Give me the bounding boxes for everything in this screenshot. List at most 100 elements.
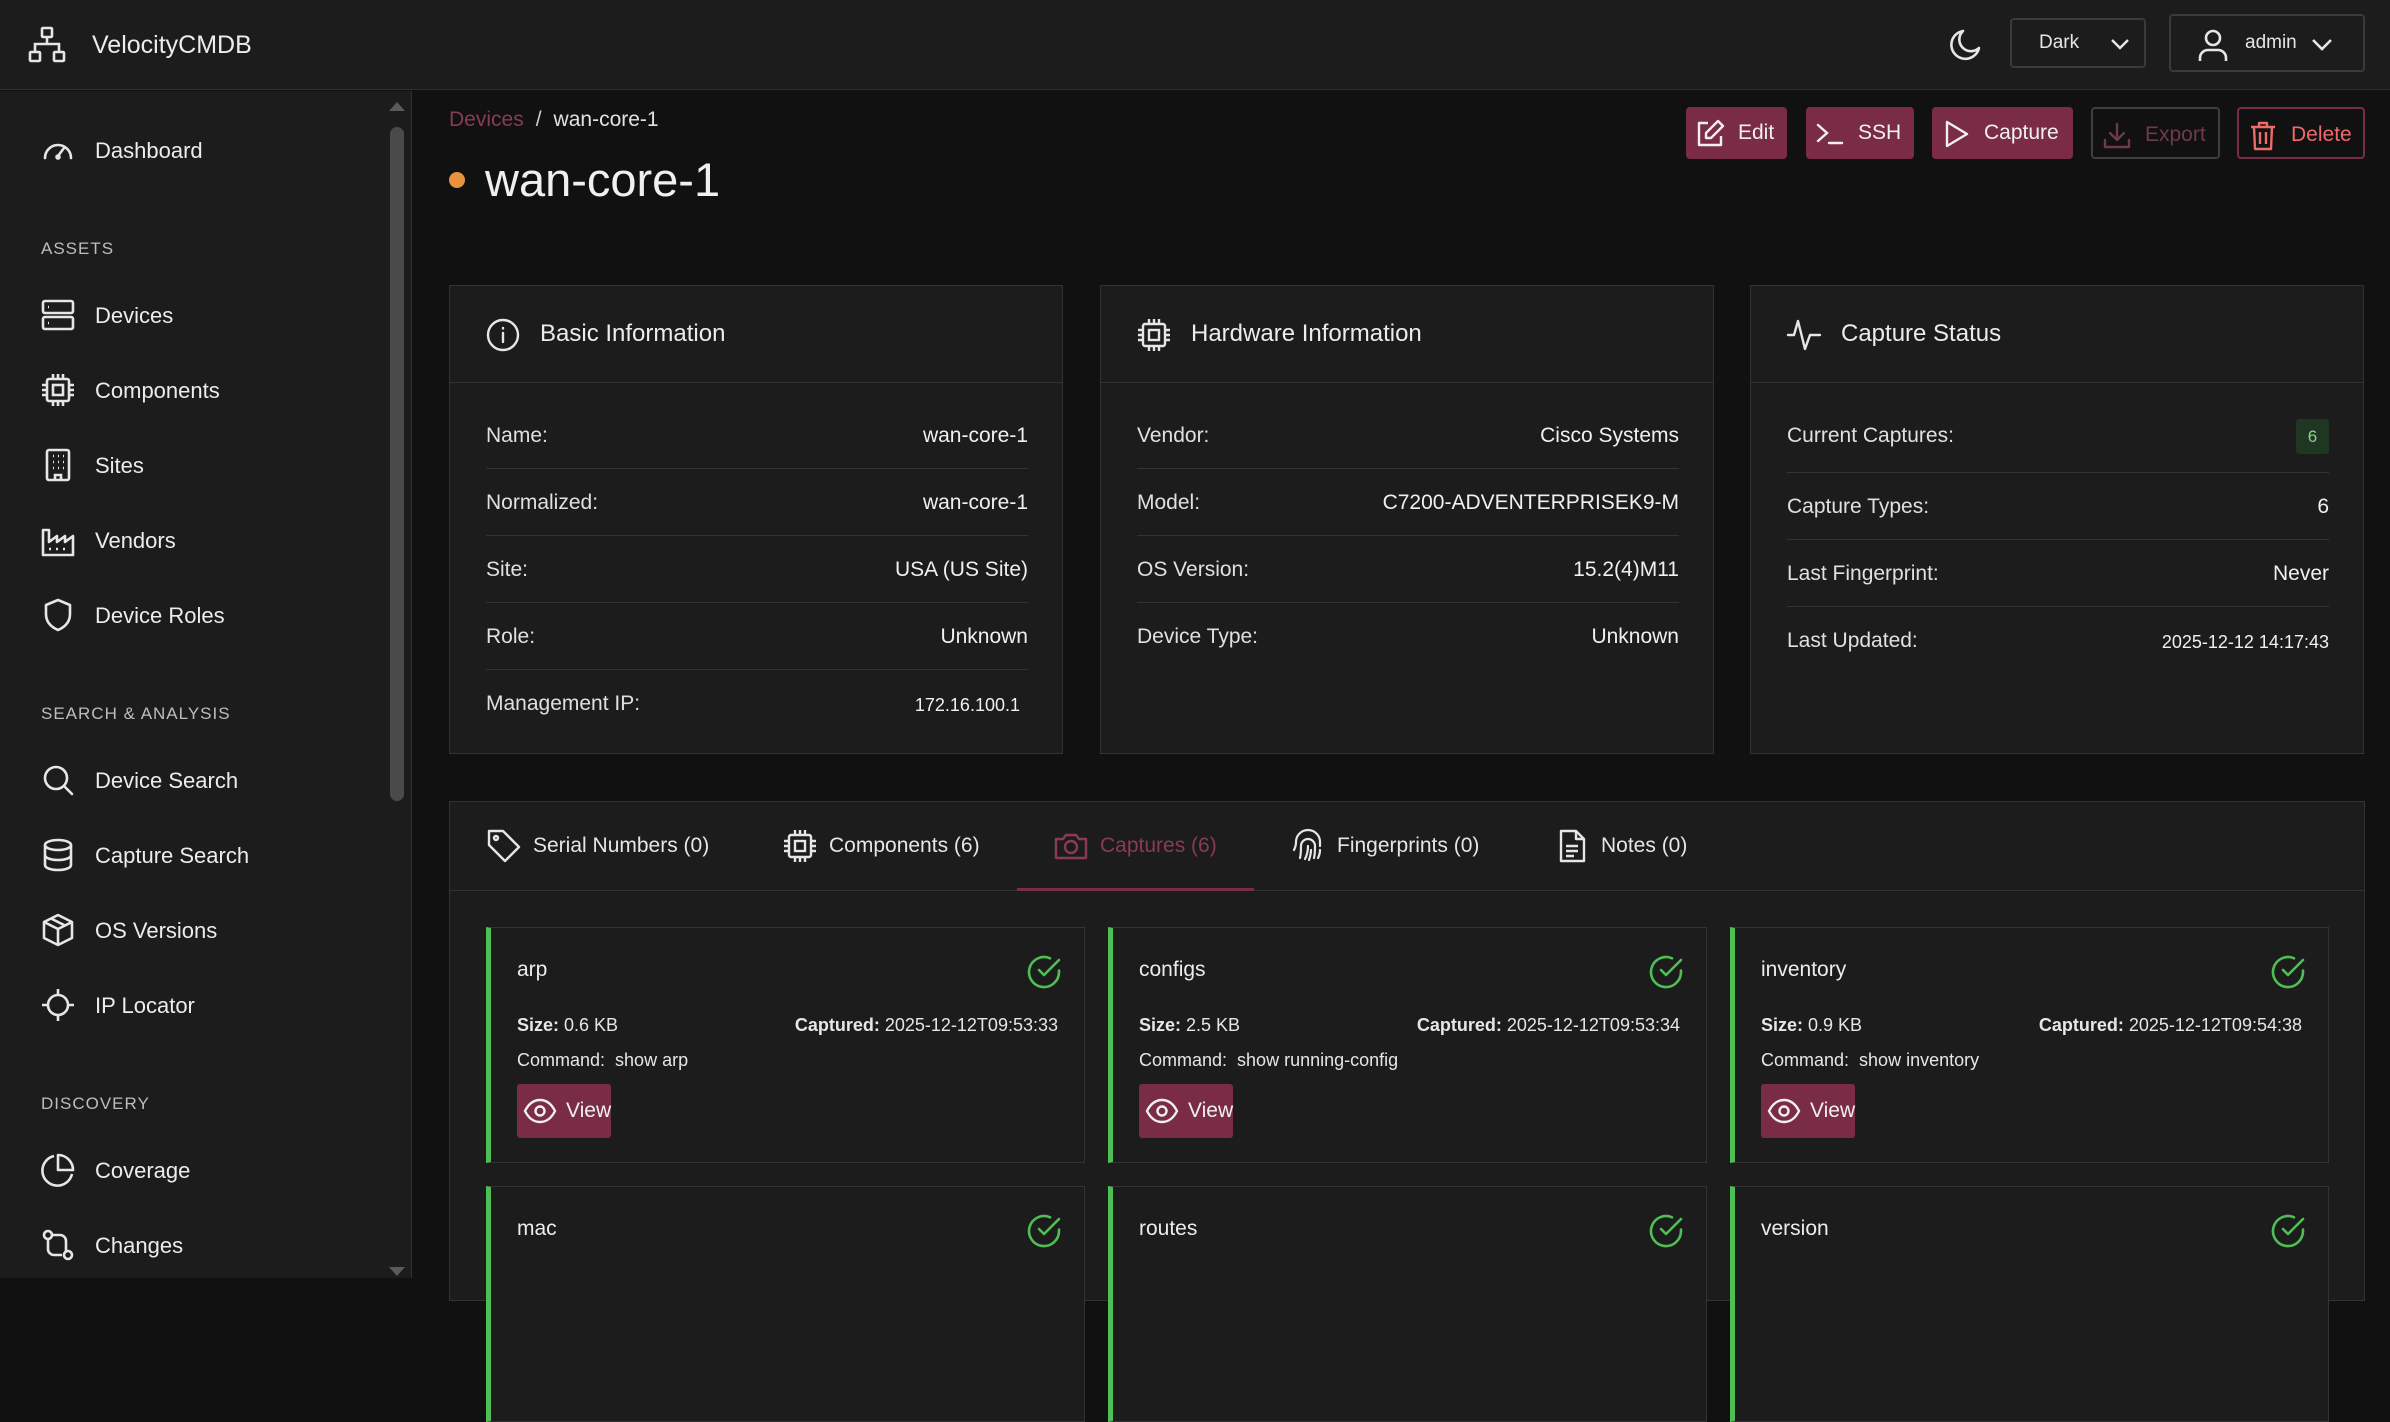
- sidebar-item-changes[interactable]: Changes: [40, 1223, 183, 1267]
- sidebar-item-label: Dashboard: [95, 138, 203, 163]
- info-value: Cisco Systems: [1540, 424, 1679, 447]
- info-value: Unknown: [1591, 625, 1679, 648]
- info-key: Normalized:: [486, 491, 599, 514]
- tab-label: Captures (6): [1100, 834, 1217, 857]
- capture-name: arp: [517, 958, 548, 981]
- eye-icon: [523, 1098, 557, 1124]
- sidebar-item-capture-search[interactable]: Capture Search: [40, 833, 249, 877]
- check-circle-icon: [1027, 955, 1061, 989]
- factory-icon: [41, 528, 75, 557]
- sidebar-section-discovery: DISCOVERY: [41, 1094, 150, 1113]
- view-button[interactable]: View: [1139, 1084, 1233, 1138]
- sidebar-item-device-search[interactable]: Device Search: [40, 758, 238, 802]
- capture-card-configs: configs Size: 2.5 KB Captured: 2025-12-1…: [1108, 927, 1707, 1163]
- git-compare-icon: [42, 1229, 74, 1261]
- info-row-site: Site: USA (US Site): [486, 536, 1028, 603]
- current-captures-badge: 6: [2296, 419, 2329, 454]
- moon-icon[interactable]: [1946, 24, 1986, 64]
- capture-status-card: Capture Status Current Captures: 6 Captu…: [1750, 285, 2364, 754]
- sidebar-item-label: Capture Search: [95, 843, 250, 868]
- tab-fingerprints[interactable]: Fingerprints (0): [1290, 802, 1490, 891]
- chip-icon: [1138, 319, 1170, 351]
- tab-notes[interactable]: Notes (0): [1554, 802, 1714, 891]
- check-circle-icon: [1649, 1214, 1683, 1248]
- user-icon: [2198, 29, 2228, 61]
- sidebar-item-devices[interactable]: Devices: [40, 293, 173, 337]
- tab-label: Fingerprints (0): [1337, 834, 1480, 857]
- search-icon: [43, 765, 74, 796]
- top-bar: VelocityCMDB Dark admin: [0, 0, 2390, 90]
- breadcrumb-separator: /: [535, 108, 542, 131]
- network-icon: [28, 26, 66, 63]
- info-row-normalized: Normalized: wan-core-1: [486, 469, 1028, 536]
- brand[interactable]: VelocityCMDB: [28, 24, 252, 66]
- delete-button-label: Delete: [2291, 123, 2352, 146]
- capture-timestamp: Captured: 2025-12-12T09:53:33: [794, 1015, 1058, 1035]
- trash-icon: [2251, 121, 2275, 151]
- server-icon: [41, 299, 75, 331]
- crosshair-icon: [42, 989, 74, 1021]
- view-button[interactable]: View: [1761, 1084, 1855, 1138]
- sidebar-item-label: OS Versions: [95, 918, 218, 943]
- capture-timestamp: Captured: 2025-12-12T09:53:34: [1416, 1015, 1680, 1035]
- info-key: Current Captures:: [1787, 424, 1954, 447]
- sidebar-item-label: Coverage: [95, 1158, 191, 1183]
- view-button[interactable]: View: [517, 1084, 611, 1138]
- check-circle-icon: [2271, 1214, 2305, 1248]
- card-header: Hardware Information: [1101, 286, 1713, 383]
- info-value: wan-core-1: [922, 491, 1028, 514]
- export-button[interactable]: Export: [2091, 107, 2220, 159]
- sidebar-item-sites[interactable]: Sites: [40, 443, 144, 487]
- sidebar-item-dashboard[interactable]: Dashboard: [40, 128, 203, 172]
- pie-icon: [41, 1153, 75, 1187]
- sidebar-item-ip-locator[interactable]: IP Locator: [40, 983, 195, 1027]
- page-title: wan-core-1: [485, 153, 721, 206]
- card-title: Hardware Information: [1191, 320, 1422, 347]
- tab-components[interactable]: Components (6): [782, 802, 992, 891]
- info-value: USA (US Site): [894, 558, 1028, 581]
- capture-name: version: [1761, 1217, 1829, 1240]
- scroll-up-arrow[interactable]: [389, 102, 405, 111]
- user-menu-button[interactable]: admin: [2169, 14, 2365, 72]
- info-key: Last Fingerprint:: [1787, 562, 1939, 585]
- info-key: Capture Types:: [1787, 495, 1930, 518]
- tab-label: Serial Numbers (0): [533, 834, 710, 857]
- info-key: Device Type:: [1137, 625, 1259, 648]
- theme-select[interactable]: Dark: [2010, 18, 2146, 68]
- user-name: admin: [2245, 32, 2297, 53]
- ssh-button[interactable]: SSH: [1806, 107, 1914, 159]
- edit-button[interactable]: Edit: [1686, 107, 1787, 159]
- tabs-bar: Serial Numbers (0) Components (6) Captur…: [450, 802, 2364, 891]
- sidebar-item-vendors[interactable]: Vendors: [40, 518, 176, 562]
- sidebar-item-os-versions[interactable]: OS Versions: [40, 908, 217, 952]
- sidebar-item-label: Vendors: [95, 528, 176, 553]
- sidebar: Dashboard ASSETS Devices Components Site…: [0, 91, 412, 1278]
- delete-button[interactable]: Delete: [2237, 107, 2365, 159]
- activity-icon: [1786, 319, 1822, 351]
- sidebar-item-device-roles[interactable]: Device Roles: [40, 593, 225, 637]
- eye-icon: [1145, 1098, 1179, 1124]
- capture-size: Size: 2.5 KB: [1139, 1015, 1241, 1035]
- sidebar-item-coverage[interactable]: Coverage: [40, 1148, 190, 1192]
- capture-name: mac: [517, 1217, 557, 1240]
- basic-information-card: Basic Information Name: wan-core-1 Norma…: [449, 285, 1063, 754]
- capture-card-arp: arp Size: 0.6 KB Captured: 2025-12-12T09…: [486, 927, 1085, 1163]
- tab-serial-numbers[interactable]: Serial Numbers (0): [486, 802, 726, 891]
- capture-command: Command: show running-config: [1139, 1050, 1399, 1070]
- gauge-icon: [43, 143, 73, 160]
- sidebar-item-components[interactable]: Components: [40, 368, 220, 412]
- fingerprint-icon: [1292, 828, 1322, 862]
- scroll-down-arrow[interactable]: [389, 1267, 405, 1276]
- sidebar-section-search: SEARCH & ANALYSIS: [41, 704, 231, 723]
- info-value: wan-core-1: [922, 424, 1028, 447]
- capture-size: Size: 0.9 KB: [1761, 1015, 1863, 1035]
- capture-card-version: version: [1730, 1186, 2329, 1422]
- device-status-dot: [449, 171, 465, 188]
- view-button-label: View: [566, 1099, 612, 1122]
- sidebar-scrollbar-thumb[interactable]: [390, 127, 404, 801]
- tab-captures[interactable]: Captures (6): [1053, 802, 1253, 891]
- hw-row-vendor: Vendor: Cisco Systems: [1137, 402, 1679, 469]
- check-circle-icon: [1027, 1214, 1061, 1248]
- capture-button[interactable]: Capture: [1932, 107, 2073, 159]
- breadcrumb-devices-link[interactable]: Devices: [449, 108, 524, 131]
